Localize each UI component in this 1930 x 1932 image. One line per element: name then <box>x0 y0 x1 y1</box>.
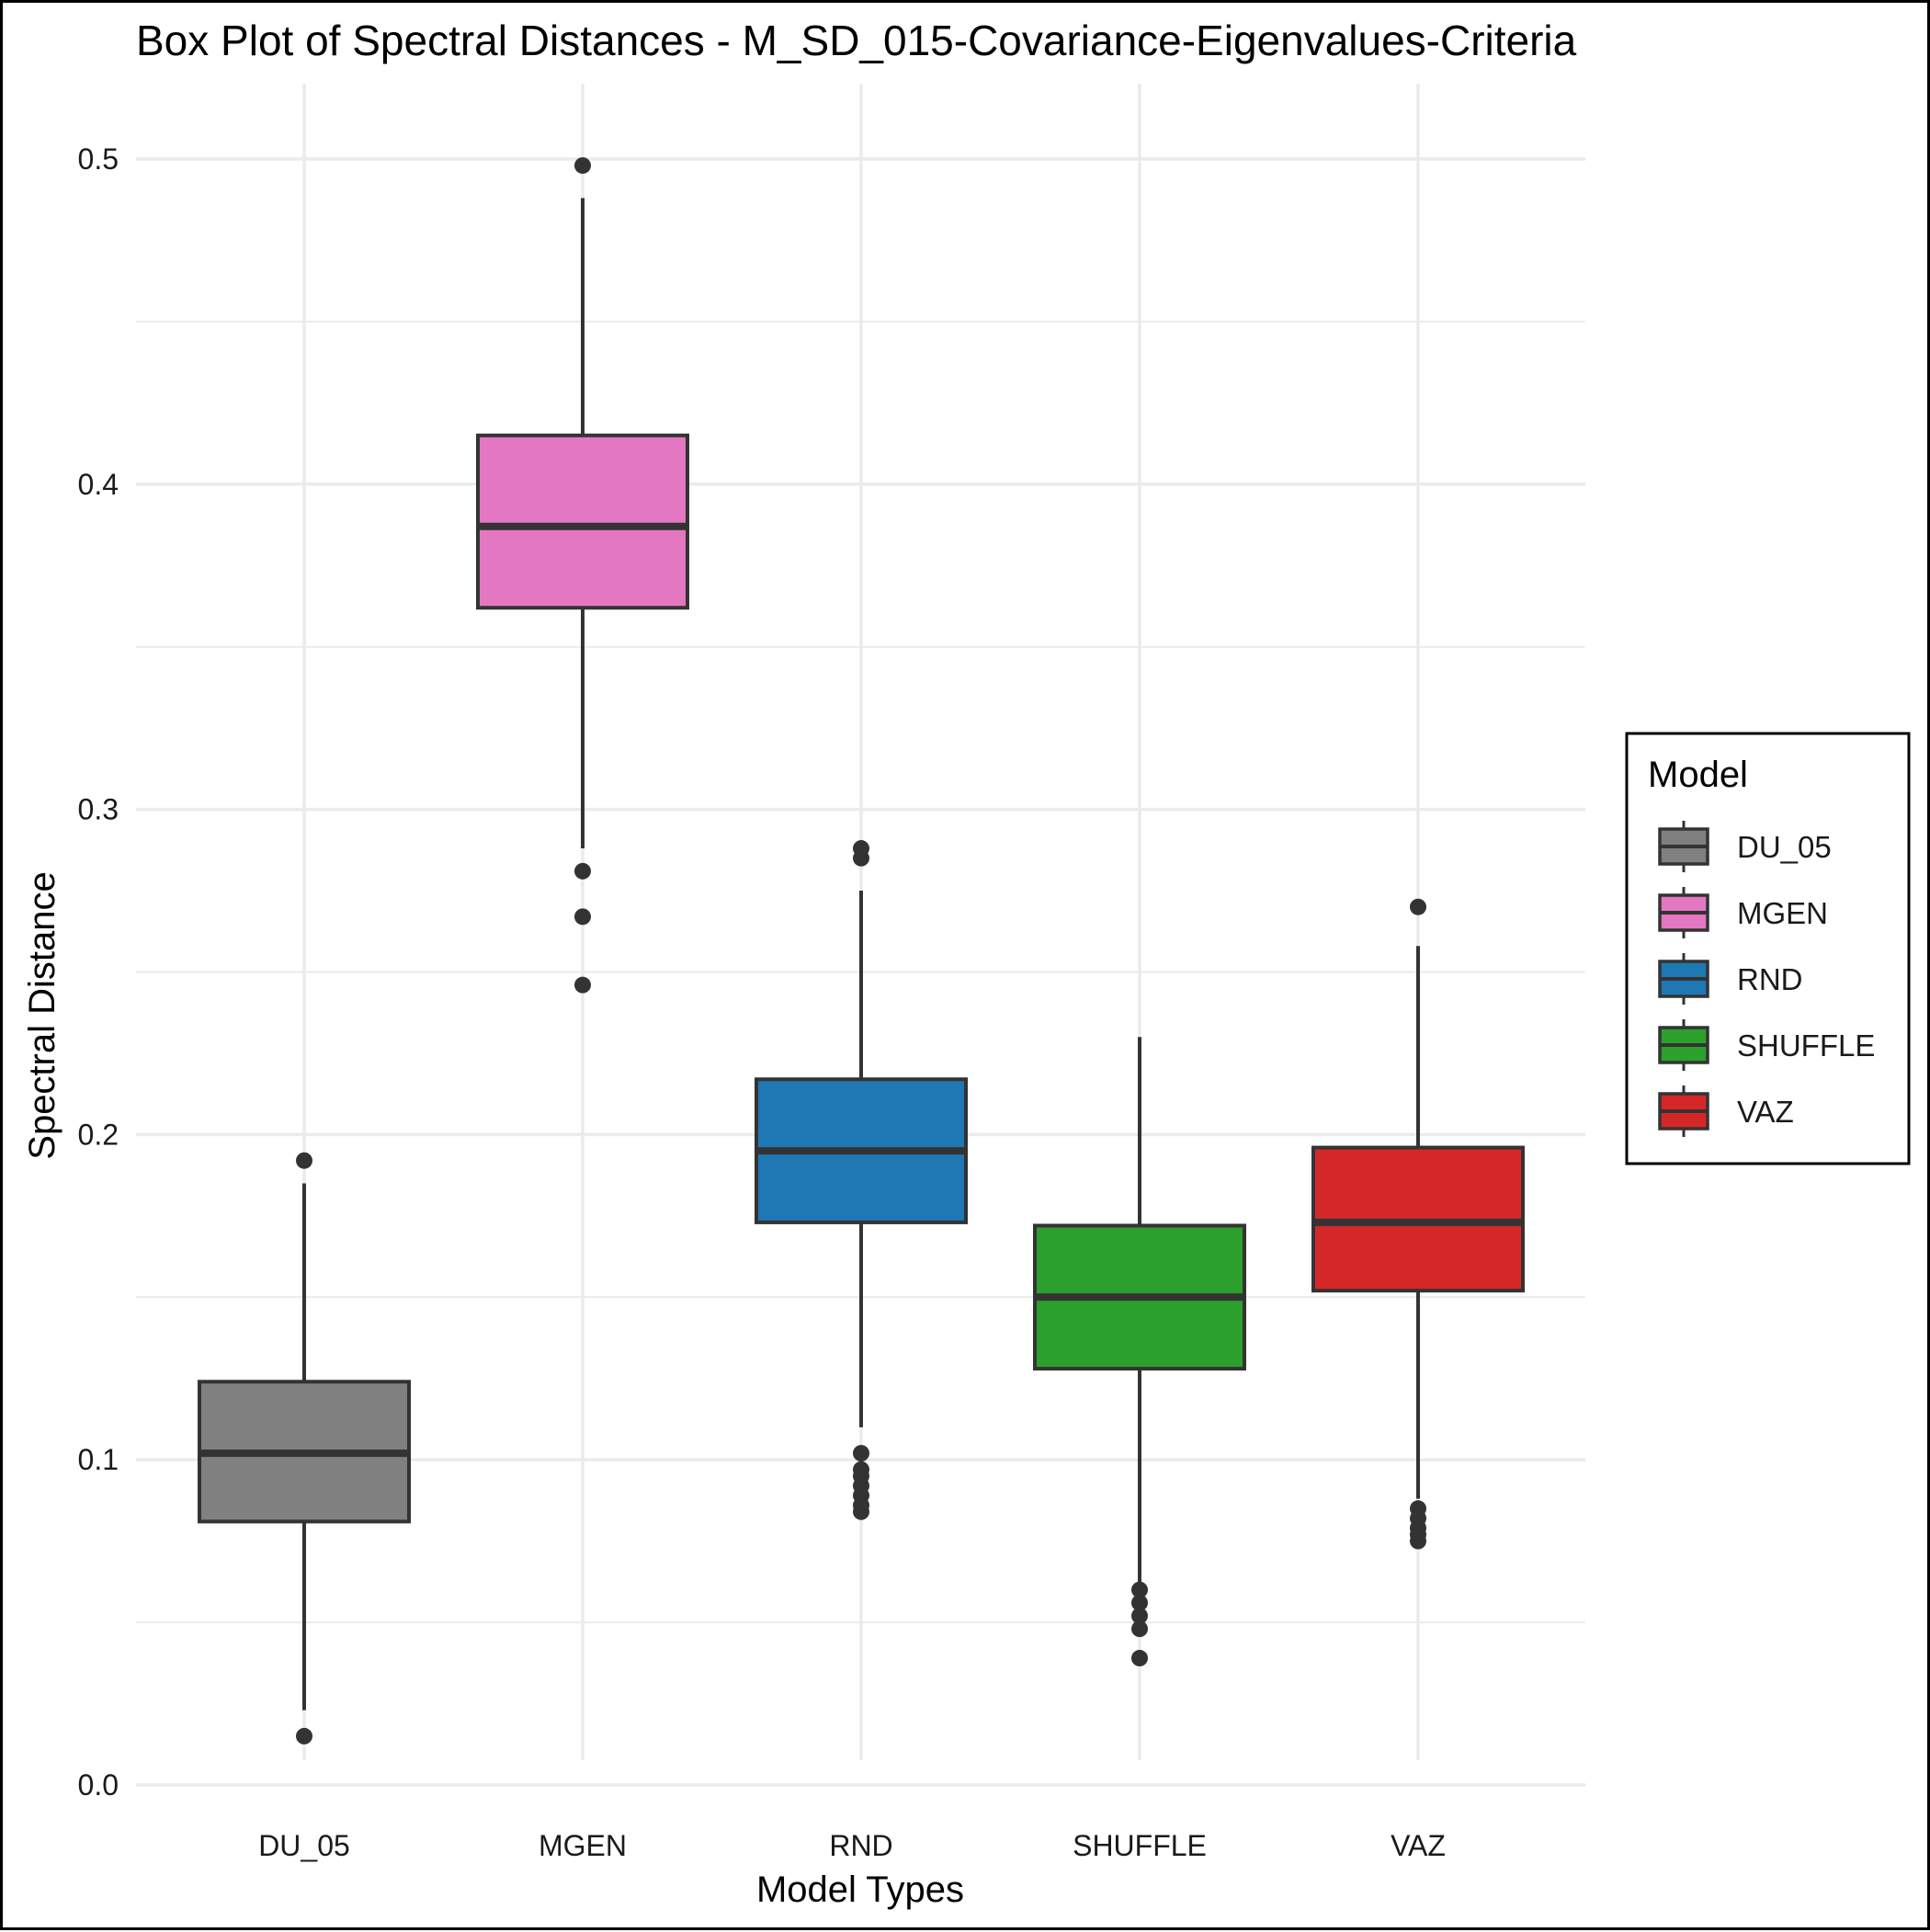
outlier-point <box>574 862 591 880</box>
outlier-point <box>853 1445 869 1462</box>
y-tick-label: 0.1 <box>78 1443 119 1476</box>
y-tick-label: 0.0 <box>78 1768 119 1801</box>
box-rnd <box>755 840 968 1520</box>
outlier-point <box>1131 1620 1148 1638</box>
outlier-point <box>1410 1532 1426 1550</box>
legend-label: DU_05 <box>1737 830 1832 864</box>
legend-items: DU_05 MGEN RND SHUFFLE VAZ <box>1658 821 1875 1137</box>
axis-labels: 0.0 0.1 0.2 0.3 0.4 0.5 DU_05 MGEN RND SHUFFLE VAZ <box>78 142 1446 1862</box>
outlier-point <box>1131 1650 1148 1667</box>
outlier-point <box>574 908 591 926</box>
x-tick-label: VAZ <box>1391 1829 1446 1862</box>
iqr-box <box>476 433 689 610</box>
y-tick-label: 0.5 <box>78 142 119 176</box>
legend-label: RND <box>1737 962 1803 996</box>
legend-title: Model <box>1648 755 1748 795</box>
outlier-point <box>1131 1608 1148 1625</box>
box-mgen <box>476 157 689 994</box>
legend-label: SHUFFLE <box>1737 1029 1875 1063</box>
legend-item-rnd: RND <box>1658 953 1803 1005</box>
x-axis-title: Model Types <box>756 1869 964 1910</box>
legend-label: VAZ <box>1737 1095 1794 1129</box>
outlier-point <box>574 976 591 994</box>
outlier-point <box>296 1727 312 1744</box>
box-shuffle <box>1033 1037 1246 1667</box>
box-du_05 <box>198 1152 411 1744</box>
box-plot-chart: 0.0 0.1 0.2 0.3 0.4 0.5 DU_05 MGEN RND SHUFFLE VAZ… <box>22 17 1911 1910</box>
x-tick-label: SHUFFLE <box>1073 1829 1207 1862</box>
outlier-point <box>1131 1581 1148 1598</box>
box-plot-marks <box>198 157 1525 1744</box>
outlier-point <box>1410 898 1426 915</box>
y-tick-label: 0.2 <box>78 1118 119 1151</box>
box-vaz <box>1311 898 1525 1550</box>
legend-item-mgen: MGEN <box>1658 887 1828 938</box>
y-tick-label: 0.4 <box>78 468 119 501</box>
x-tick-label: RND <box>829 1829 892 1862</box>
outlier-point <box>1131 1594 1148 1611</box>
legend-box <box>1625 732 1911 1165</box>
outlier-point <box>853 849 869 867</box>
outlier-point <box>853 1503 869 1520</box>
outlier-point <box>296 1152 312 1169</box>
y-tick-label: 0.3 <box>78 793 119 826</box>
legend-item-shuffle: SHUFFLE <box>1658 1019 1875 1071</box>
outlier-point <box>574 157 591 175</box>
legend-item-du_05: DU_05 <box>1658 821 1832 872</box>
legend: Model DU_05 MGEN RND SHUFFLE VAZ <box>1625 732 1911 1165</box>
x-tick-label: MGEN <box>539 1829 627 1862</box>
legend-item-vaz: VAZ <box>1658 1085 1794 1137</box>
chart-title: Box Plot of Spectral Distances - M_SD_01… <box>136 17 1577 64</box>
x-tick-label: DU_05 <box>258 1829 350 1862</box>
legend-label: MGEN <box>1737 896 1828 930</box>
y-axis-title: Spectral Distance <box>22 871 62 1159</box>
